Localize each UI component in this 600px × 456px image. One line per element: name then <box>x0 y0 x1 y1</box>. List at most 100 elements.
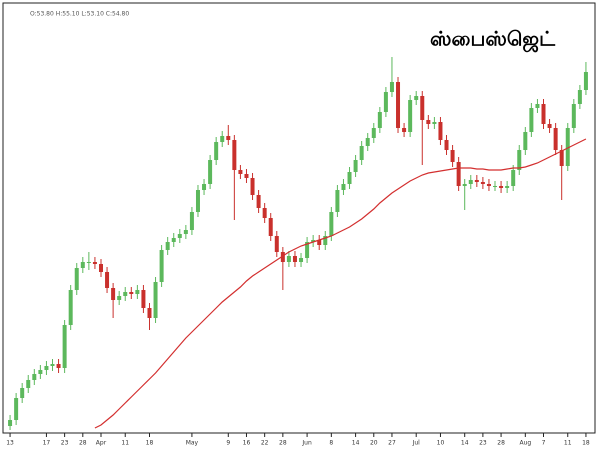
candle-body <box>517 150 522 170</box>
candle-body <box>535 104 540 108</box>
x-tick-label: 10 <box>437 440 445 447</box>
candle-body <box>426 120 431 124</box>
x-tick-label: 20 <box>370 440 378 447</box>
candle-body <box>432 122 437 124</box>
candle-body <box>80 262 85 268</box>
candle-body <box>365 138 370 146</box>
chart-title: ஸ்பைஸ்ஜெட் <box>430 27 556 54</box>
x-tick-label: 14 <box>352 440 360 447</box>
candle-body <box>86 262 91 263</box>
candle-body <box>317 240 322 245</box>
x-tick-label: 18 <box>582 440 590 447</box>
x-tick-label: 28 <box>79 440 87 447</box>
candle-body <box>505 186 510 188</box>
x-tick-label: 28 <box>279 440 287 447</box>
candle-body <box>420 96 425 120</box>
plot-frame <box>2 2 596 434</box>
x-tick-label: Aug <box>519 440 531 447</box>
x-tick-label: 7 <box>542 440 546 447</box>
candle-body <box>450 150 455 162</box>
candle-body <box>462 184 467 186</box>
candle-body <box>305 242 310 258</box>
candle-body <box>68 290 73 325</box>
candle-body <box>553 128 558 150</box>
x-tick-label: 28 <box>497 440 505 447</box>
x-tick-label: Jul <box>412 440 421 447</box>
candle-body <box>402 128 407 132</box>
candle-body <box>383 92 388 112</box>
x-tick-label: 14 <box>461 440 469 447</box>
candle-body <box>189 212 194 230</box>
candle-body <box>280 252 285 262</box>
candle-body <box>329 212 334 236</box>
candle-body <box>129 292 134 294</box>
candle-body <box>20 388 25 398</box>
candle-body <box>359 146 364 160</box>
candle-body <box>244 174 249 178</box>
candle-body <box>56 364 61 368</box>
candle-body <box>262 208 267 218</box>
candle-body <box>347 172 352 184</box>
candle-body <box>117 296 122 300</box>
candle-body <box>183 230 188 234</box>
candle-body <box>377 112 382 128</box>
candle-body <box>153 282 158 318</box>
candle-body <box>105 272 110 288</box>
x-tick-label: Jun <box>301 440 312 447</box>
x-tick-label: 27 <box>388 440 396 447</box>
candle-body <box>202 184 207 190</box>
candle-body <box>92 262 97 264</box>
candle-body <box>438 122 443 140</box>
x-tick-label: 13 <box>6 440 14 447</box>
candle-body <box>147 308 152 318</box>
candle-body <box>444 140 449 150</box>
candle-body <box>50 364 55 366</box>
candle-body <box>195 190 200 212</box>
candle-body <box>165 242 170 250</box>
candle-body <box>335 190 340 212</box>
candle-body <box>62 325 67 368</box>
candle-body <box>44 366 49 370</box>
candle-body <box>177 234 182 238</box>
candle-body <box>32 374 37 380</box>
candle-body <box>8 420 13 426</box>
candle-body <box>292 256 297 262</box>
ohlc-readout: O:53.80 H:55.10 L:53.10 C:54.80 <box>30 11 129 18</box>
candle-body <box>523 132 528 150</box>
candle-body <box>98 264 103 272</box>
candle-body <box>123 292 128 296</box>
candle-body <box>299 258 304 262</box>
candle-body <box>274 236 279 252</box>
candle-body <box>208 160 213 184</box>
candle-body <box>371 128 376 138</box>
candle-body <box>414 96 419 100</box>
candle-body <box>323 236 328 245</box>
candle-body <box>26 380 31 388</box>
x-tick-label: Apr <box>96 440 107 447</box>
candle-body <box>232 140 237 170</box>
candle-body <box>250 178 255 195</box>
candle-body <box>268 218 273 236</box>
candle-body <box>389 82 394 92</box>
candle-body <box>141 290 146 308</box>
candle-body <box>559 150 564 166</box>
candle-body <box>480 182 485 184</box>
candle-body <box>565 128 570 166</box>
candle-body <box>571 104 576 128</box>
candle-body <box>474 180 479 182</box>
candle-body <box>511 170 516 186</box>
candle-body <box>238 170 243 174</box>
x-tick-label: 23 <box>61 440 69 447</box>
candle-body <box>583 72 588 90</box>
x-tick-label: 22 <box>261 440 269 447</box>
candle-body <box>220 136 225 142</box>
candle-body <box>14 398 19 420</box>
candle-body <box>456 162 461 186</box>
candle-body <box>408 100 413 132</box>
candle-body <box>74 268 79 290</box>
candle-body <box>396 82 401 128</box>
candle-body <box>256 195 261 208</box>
candle-body <box>171 238 176 242</box>
candle-body <box>214 142 219 160</box>
